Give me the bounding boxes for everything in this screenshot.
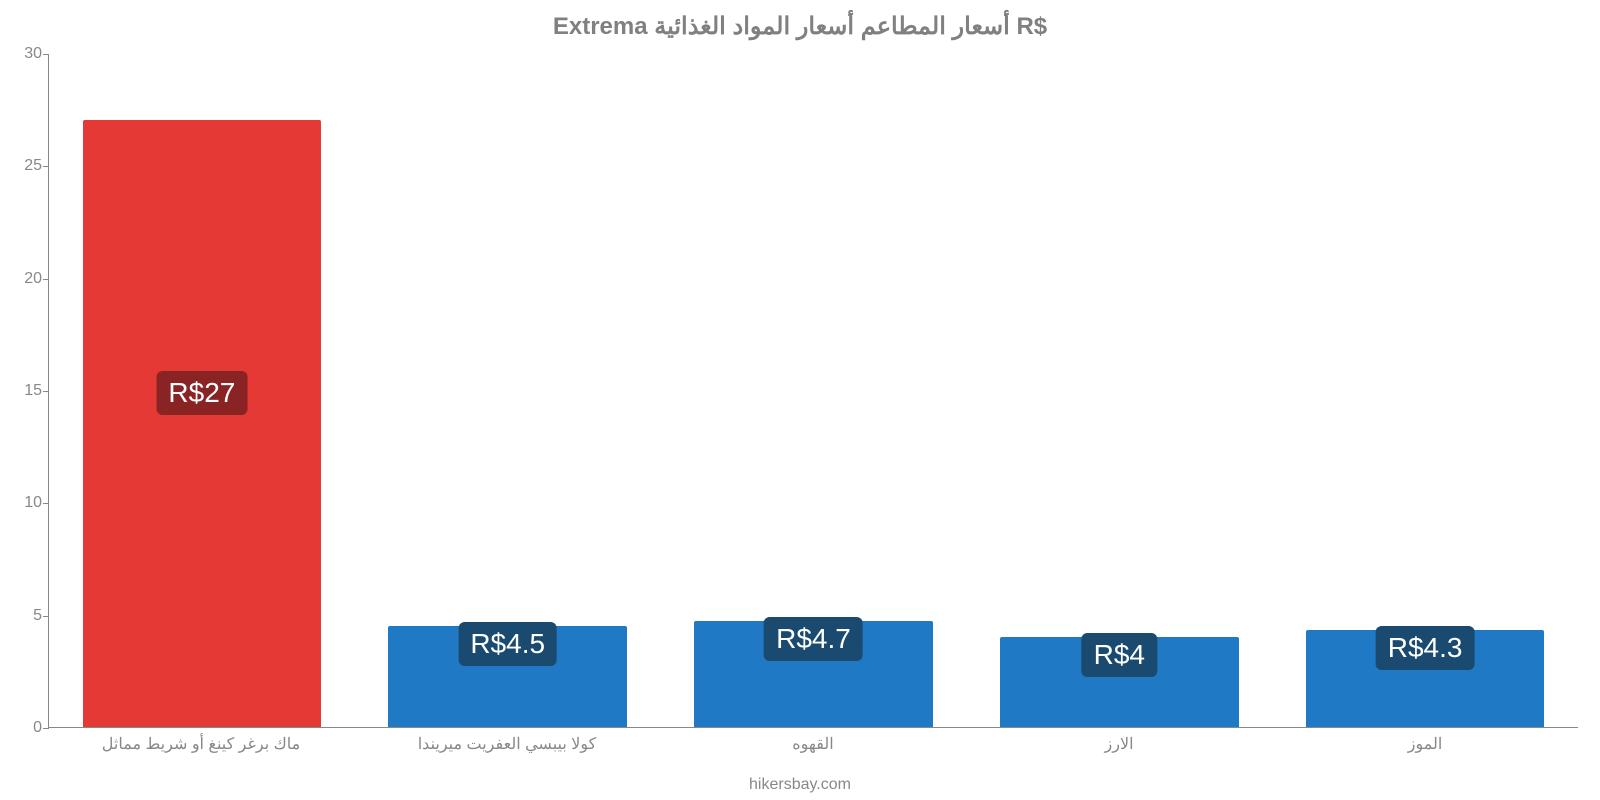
- bar: R$4.3: [1306, 630, 1545, 727]
- source-label: hikersbay.com: [0, 776, 1600, 794]
- bar-slot: R$4.7: [661, 54, 967, 727]
- x-axis-label: كولا بيبسي العفريت ميريندا: [354, 728, 660, 768]
- chart-container: Extrema أسعار المطاعم أسعار المواد الغذا…: [0, 0, 1600, 800]
- y-tick-label: 30: [24, 45, 42, 63]
- plot-area: R$27 R$4.5 R$4.7 R$4 R$4.3: [48, 54, 1578, 728]
- y-axis-ticks: 051015202530: [0, 54, 48, 728]
- y-tick-label: 10: [24, 494, 42, 512]
- bar-value-label: R$4.5: [458, 622, 557, 666]
- bar-value-label: R$27: [156, 371, 247, 415]
- x-axis-label: ماك برغر كينغ أو شريط مماثل: [48, 728, 354, 768]
- bar-slot: R$27: [49, 54, 355, 727]
- y-tick-label: 0: [33, 719, 42, 737]
- bar: R$4.7: [694, 621, 933, 727]
- bar-slot: R$4: [966, 54, 1272, 727]
- bar-value-label: R$4: [1082, 633, 1157, 677]
- y-tick-label: 5: [33, 607, 42, 625]
- bar-slot: R$4.3: [1272, 54, 1578, 727]
- bar-slot: R$4.5: [355, 54, 661, 727]
- y-tick-label: 20: [24, 270, 42, 288]
- bar: R$27: [83, 120, 322, 727]
- bar: R$4.5: [388, 626, 627, 727]
- bar: R$4: [1000, 637, 1239, 727]
- bars-group: R$27 R$4.5 R$4.7 R$4 R$4.3: [49, 54, 1578, 727]
- chart-title: Extrema أسعار المطاعم أسعار المواد الغذا…: [0, 12, 1600, 41]
- bar-value-label: R$4.3: [1376, 626, 1475, 670]
- x-axis-label: الارز: [966, 728, 1272, 768]
- x-axis-labels: ماك برغر كينغ أو شريط مماثلكولا بيبسي ال…: [48, 728, 1578, 768]
- bar-value-label: R$4.7: [764, 617, 863, 661]
- y-tick-label: 25: [24, 157, 42, 175]
- y-tick-label: 15: [24, 382, 42, 400]
- x-axis-label: القهوه: [660, 728, 966, 768]
- x-axis-label: الموز: [1272, 728, 1578, 768]
